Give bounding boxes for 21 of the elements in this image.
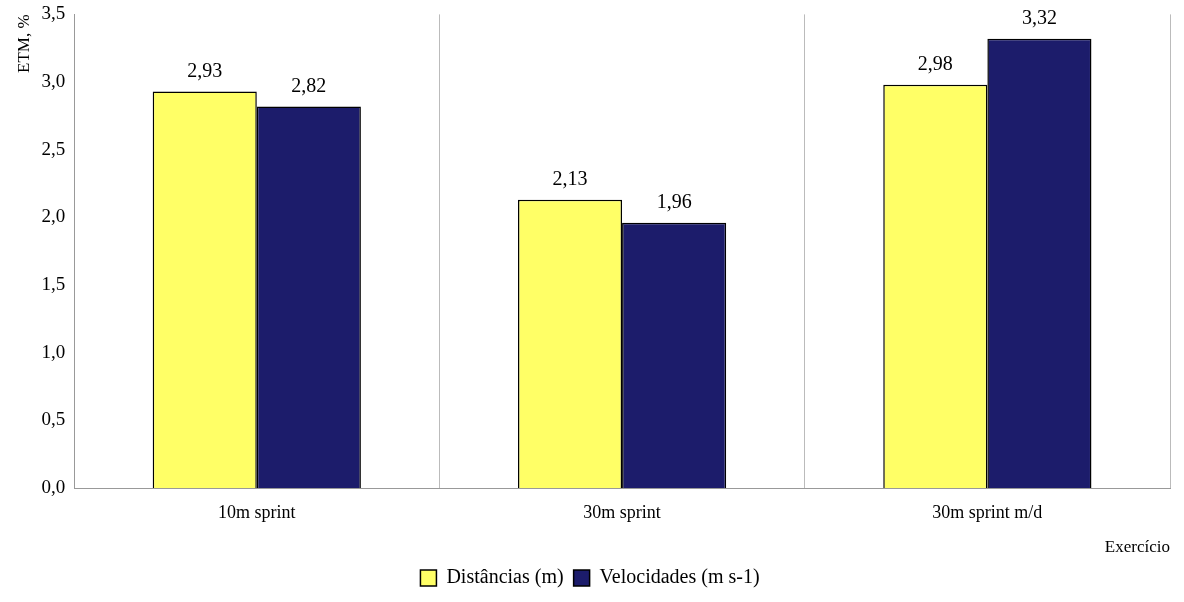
y-tick-label: 2,0 [41, 205, 66, 227]
y-tick-label: 3,5 [41, 2, 66, 24]
y-tick-label: 1,5 [41, 273, 66, 295]
x-axis-title: Exercício [1104, 537, 1170, 557]
y-tick-label: 0,5 [41, 408, 66, 430]
data-label: 1,96 [656, 190, 692, 213]
y-tick-label: 2,5 [41, 137, 66, 159]
y-tick-label: 3,0 [41, 70, 66, 92]
data-label: 2,82 [291, 73, 327, 96]
x-tick-label: 30m sprint m/d [932, 501, 1043, 522]
y-axis-title: ETM, % [13, 14, 33, 73]
x-tick-label: 30m sprint [583, 501, 661, 522]
x-tick-label: 10m sprint [218, 501, 296, 522]
legend-label: Velocidades (m s-1) [599, 565, 760, 589]
data-label: 2,98 [917, 52, 953, 75]
data-label: 2,93 [187, 58, 223, 81]
data-label: 3,32 [1021, 6, 1057, 29]
data-label: 2,13 [552, 167, 588, 190]
y-tick-label: 1,0 [41, 340, 66, 362]
y-tick-label: 0,0 [41, 475, 66, 497]
legend-label: Distâncias (m) [446, 565, 564, 589]
